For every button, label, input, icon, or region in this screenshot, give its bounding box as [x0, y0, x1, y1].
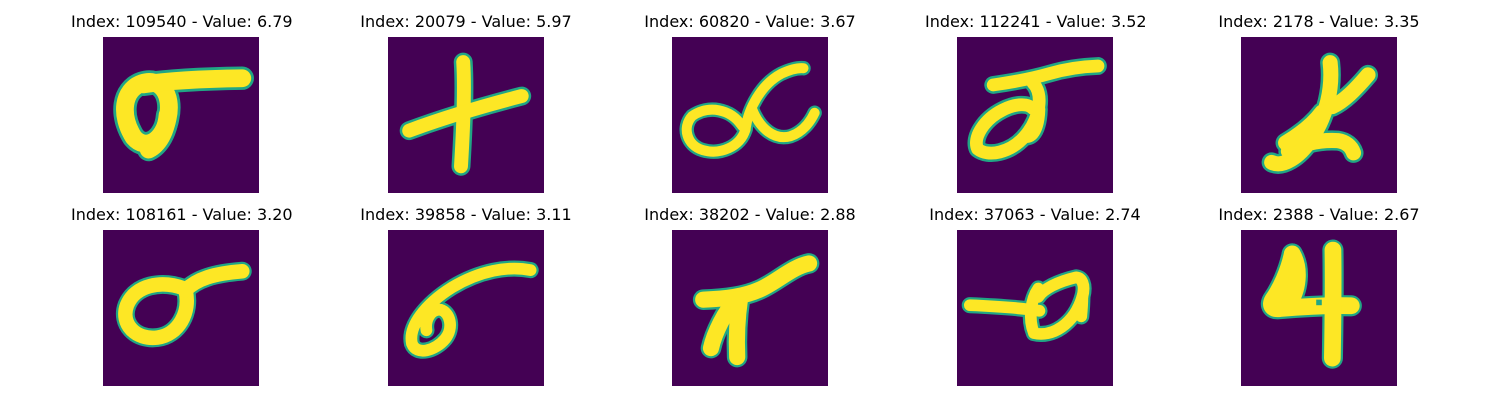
digit-panel-9: Index: 37063 - Value: 2.74 — [925, 205, 1145, 395]
panel-title: Index: 112241 - Value: 3.52 — [925, 12, 1147, 31]
digit-image — [103, 230, 259, 386]
digit-panel-8: Index: 38202 - Value: 2.88 — [640, 205, 860, 395]
panel-title: Index: 37063 - Value: 2.74 — [929, 205, 1141, 224]
handwritten-digit-glyph — [403, 260, 539, 359]
panel-title: Index: 108161 - Value: 3.20 — [71, 205, 293, 224]
digit-image — [103, 37, 259, 193]
digit-image — [672, 230, 828, 386]
panel-title: Index: 2388 - Value: 2.67 — [1218, 205, 1420, 224]
digit-image — [957, 37, 1113, 193]
digit-image — [1241, 37, 1397, 193]
handwritten-digit-glyph — [961, 269, 1092, 342]
handwritten-digit-glyph — [1261, 52, 1379, 174]
handwritten-digit-glyph — [1260, 239, 1362, 369]
digit-panel-1: Index: 109540 - Value: 6.79 — [71, 12, 293, 202]
digit-panel-4: Index: 112241 - Value: 3.52 — [925, 12, 1147, 202]
panel-title: Index: 60820 - Value: 3.67 — [644, 12, 856, 31]
digit-panel-10: Index: 2388 - Value: 2.67 — [1209, 205, 1429, 395]
handwritten-digit-glyph — [967, 57, 1107, 162]
panel-title: Index: 39858 - Value: 3.11 — [360, 205, 572, 224]
digit-image — [388, 230, 544, 386]
panel-title: Index: 38202 - Value: 2.88 — [644, 205, 856, 224]
panel-title: Index: 20079 - Value: 5.97 — [360, 12, 572, 31]
digit-panel-2: Index: 20079 - Value: 5.97 — [356, 12, 576, 202]
digit-panel-6: Index: 108161 - Value: 3.20 — [71, 205, 293, 395]
digit-panel-3: Index: 60820 - Value: 3.67 — [640, 12, 860, 202]
panel-title: Index: 109540 - Value: 6.79 — [71, 12, 293, 31]
digit-image — [957, 230, 1113, 386]
handwritten-digit-glyph — [399, 52, 532, 176]
handwritten-digit-glyph — [692, 253, 820, 368]
handwritten-digit-glyph — [113, 66, 254, 162]
panel-title: Index: 2178 - Value: 3.35 — [1218, 12, 1420, 31]
digit-panel-7: Index: 39858 - Value: 3.11 — [356, 205, 576, 395]
digit-image — [388, 37, 544, 193]
handwritten-digit-glyph — [116, 261, 252, 348]
digit-panel-5: Index: 2178 - Value: 3.35 — [1209, 12, 1429, 202]
handwritten-digit-glyph — [679, 60, 822, 159]
digit-image — [672, 37, 828, 193]
digit-image — [1241, 230, 1397, 386]
